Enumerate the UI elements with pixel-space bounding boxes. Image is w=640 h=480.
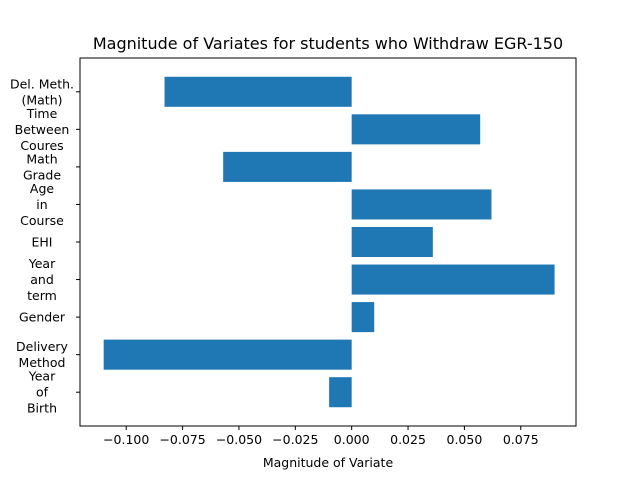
y-tick-label: Math Grade (23, 151, 61, 182)
bar-8 (164, 76, 352, 107)
x-tick-label: 0.025 (390, 432, 426, 447)
bar-6 (223, 151, 352, 182)
bar-4 (351, 226, 433, 258)
x-tick-label: 0.000 (334, 432, 370, 447)
bar-2 (351, 302, 375, 333)
bar-1 (103, 339, 352, 370)
y-tick-label: EHI (32, 235, 53, 250)
x-ticks: −0.100 −0.075 −0.050 −0.025 0.000 0.025 0.050 0… (103, 426, 539, 447)
x-tick-label: −0.100 (103, 432, 149, 447)
bar-3 (351, 264, 555, 295)
x-tick-label: −0.075 (159, 432, 205, 447)
x-tick-label: 0.050 (447, 432, 483, 447)
y-tick-label: Gender (19, 310, 66, 325)
y-tick-label: Del. Meth. (Math) (10, 76, 74, 107)
x-axis-label: Magnitude of Variate (263, 455, 394, 470)
bars-group (103, 76, 555, 408)
bar-5 (351, 189, 492, 220)
y-tick-label: Year and term (27, 256, 57, 303)
plot-frame (79, 57, 577, 427)
bar-7 (351, 114, 481, 145)
x-tick-label: 0.075 (503, 432, 539, 447)
chart-title: Magnitude of Variates for students who W… (93, 34, 563, 53)
bar-0 (329, 377, 352, 408)
y-tick-label: Delivery Method (16, 339, 68, 370)
y-tick-label: Age in Course (20, 181, 64, 228)
y-tick-label: Year of Birth (27, 369, 57, 416)
x-tick-label: −0.050 (216, 432, 262, 447)
x-tick-label: −0.025 (272, 432, 318, 447)
y-tick-label: Time Between Coures (15, 106, 70, 153)
